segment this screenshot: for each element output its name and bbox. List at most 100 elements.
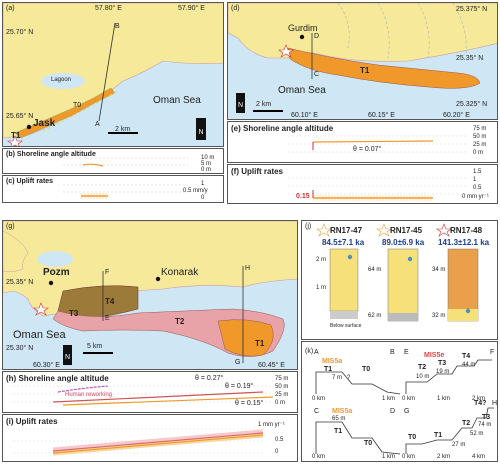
depth-label: 32 m	[432, 313, 446, 319]
lat-label: 25.70° N	[6, 29, 34, 36]
town-label: Gurdim	[288, 23, 318, 33]
tick-label: 0.5	[473, 185, 482, 191]
profile-point-label: H	[245, 265, 251, 272]
chart-c-svg	[63, 184, 188, 199]
panel-f-chart: (f) Uplift rates 0.15 1.5 1 0.5 0 mm yr⁻…	[227, 164, 498, 204]
town-label: Jask	[33, 118, 56, 129]
height-label: 74 m	[478, 422, 492, 428]
km-label: 0 km	[312, 396, 326, 402]
tick-label: 5 m	[201, 161, 212, 167]
profile-point-label: E	[105, 315, 110, 322]
km-label: 2 km	[472, 396, 486, 402]
tick-label: 0	[201, 195, 205, 201]
height-label: 10 m	[416, 374, 430, 380]
tick-label: 75 m	[473, 126, 487, 132]
tick-label: 0 mm yr⁻¹	[462, 194, 489, 200]
tick-label: 0 m	[201, 167, 212, 173]
below-surface-label: Below surface	[330, 323, 362, 329]
panel-letter: (g)	[6, 223, 15, 230]
scale-label: 5 km	[87, 343, 103, 350]
km-label: 2 km	[437, 454, 451, 460]
terrace-label: T2	[175, 317, 185, 326]
profile-point-label: C	[314, 71, 320, 78]
tick-label: 0.5	[275, 437, 284, 443]
sample-name: RN17-45	[390, 226, 423, 235]
depth-label: 62 m	[368, 313, 382, 319]
tick-label: 1	[201, 181, 205, 187]
scale-label: 2 km	[256, 101, 272, 108]
terrace-label: T0	[364, 440, 373, 447]
profile-point-label: B	[390, 349, 395, 356]
height-label: 19 m	[436, 369, 450, 375]
chart-title: (i) Uplift rates	[6, 417, 58, 426]
chart-title: (e) Shoreline angle altitude	[231, 124, 334, 133]
panel-b-chart: (b) Shoreline angle altitude 10 m 5 m 0 …	[2, 148, 224, 174]
terrace-label: T4	[105, 297, 115, 306]
north-arrow-icon: N	[196, 118, 206, 140]
tick-label: 50 m	[275, 384, 289, 390]
panel-e-chart: (e) Shoreline angle altitude θ = 0.07° 7…	[227, 121, 498, 163]
tick-label: 25 m	[275, 392, 289, 398]
tick-label: 1 mm yr⁻¹	[258, 422, 285, 428]
chart-title: (c) Uplift rates	[6, 178, 54, 185]
profile-point-label: F	[490, 349, 495, 356]
lat-label: 25.30° N	[6, 345, 34, 352]
panel-letter: (a)	[6, 5, 15, 12]
tick-label: 1	[473, 177, 477, 183]
height-label: 7 m	[332, 375, 343, 381]
panel-h-chart: (h) Shoreline angle altitude Human rewor…	[2, 371, 298, 413]
height-label: 44 m	[462, 362, 476, 368]
mis-label: MIS5a	[322, 358, 343, 365]
chart-title: (b) Shoreline angle altitude	[6, 151, 96, 158]
chart-f-svg	[288, 177, 468, 201]
height-label: 27 m	[452, 442, 466, 448]
lat-label: 25.375° N	[456, 6, 488, 13]
north-arrow-icon: N	[236, 93, 245, 113]
mis-label: MIS5e	[424, 352, 445, 359]
question-label: ?	[347, 375, 351, 381]
km-label: 1 km	[382, 454, 396, 460]
profile-point-label: B	[115, 23, 120, 30]
profile-point-label: A	[95, 121, 100, 128]
scale-label: 2 km	[115, 126, 131, 133]
terrace-label: T4	[462, 353, 471, 360]
km-label: 0 km	[402, 454, 416, 460]
terrace-label: T3	[69, 309, 79, 318]
terrace-label: T1	[434, 432, 443, 439]
tick-label: 75 m	[275, 376, 289, 382]
height-label: 65 m	[332, 416, 346, 422]
profile-point-label: G	[404, 408, 410, 415]
theta-label: θ = 0.15°	[235, 400, 264, 407]
sample-age: 84.5±7.1 ka	[322, 238, 365, 247]
panel-k-profiles: (k) A B MIS5a T1 T0 7 m ? 0 km 1 km E F …	[301, 341, 498, 462]
profile-point-label: H	[492, 400, 498, 407]
chart-h-svg	[13, 385, 274, 406]
map-a-svg	[3, 3, 223, 146]
profiles-svg	[315, 359, 494, 455]
lat-label: 25.65° N	[6, 113, 34, 120]
lagoon-label: Lagoon	[51, 77, 72, 83]
terrace-label: T1	[11, 131, 21, 140]
depth-label: 2 m	[316, 257, 327, 263]
lon-label: 60.15° E	[368, 112, 395, 119]
chart-b-svg	[63, 157, 188, 167]
sample-age: 141.3±12.1 ka	[438, 238, 490, 247]
terrace-label: T1	[324, 366, 333, 373]
panel-i-chart: (i) Uplift rates 1 mm yr⁻¹ 0.5 0	[2, 414, 298, 462]
terrace-label: T0	[408, 434, 417, 441]
tick-label: 50 m	[473, 134, 487, 140]
chart-i-svg	[13, 428, 264, 456]
theta-label: θ = 0.19°	[225, 383, 254, 390]
map-d-svg	[228, 3, 497, 112]
profile-point-label: F	[105, 269, 110, 276]
mis-label: MIS5a	[332, 408, 353, 415]
terrace-label: T4?	[474, 400, 487, 407]
terrace-label: T1	[360, 66, 370, 75]
profile-point-label: A	[314, 349, 319, 356]
human-reworking-note: Human reworking	[65, 392, 113, 398]
km-label: 0 km	[312, 454, 326, 460]
km-label: 0 km	[402, 396, 416, 402]
profile-point-label: G	[235, 359, 241, 366]
sea-label: Oman Sea	[278, 85, 326, 96]
map-g-svg	[3, 221, 297, 363]
